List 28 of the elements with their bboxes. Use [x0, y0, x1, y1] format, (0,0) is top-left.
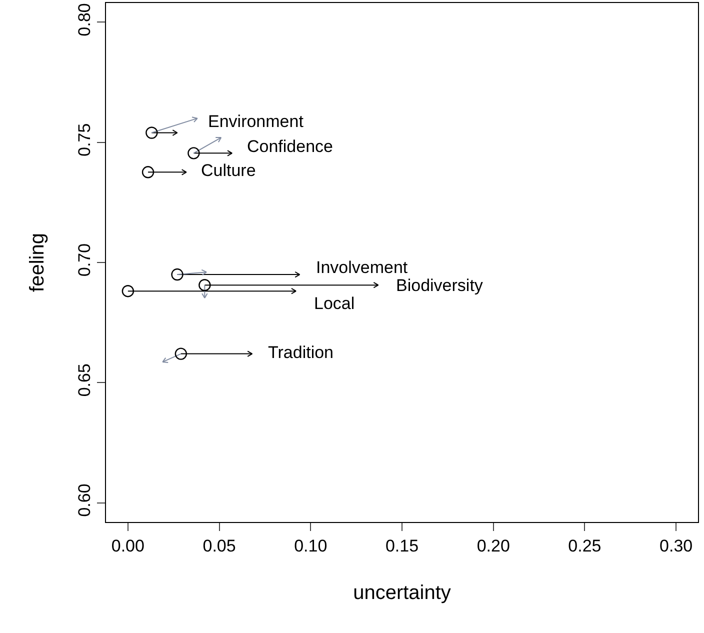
- annotation: Involvement: [316, 258, 408, 277]
- x-tick-label: 0.10: [294, 536, 328, 556]
- point: [122, 284, 134, 298]
- point: [146, 126, 158, 139]
- y-axis-title: feeling: [26, 233, 49, 292]
- y-tick-label: 0.60: [75, 484, 94, 517]
- annotation: Confidence: [247, 137, 334, 156]
- annotation: Biodiversity: [396, 276, 484, 295]
- y-tick-label: 0.80: [75, 3, 94, 36]
- x-tick-label: 0.30: [660, 536, 693, 556]
- annotation: Culture: [201, 161, 256, 180]
- point: [142, 166, 154, 178]
- point: [174, 348, 188, 360]
- y-tick-label: 0.75: [75, 123, 94, 156]
- point: [188, 147, 200, 160]
- annotation: Local: [314, 294, 355, 313]
- x-axis-title: uncertainty: [353, 582, 451, 604]
- x-tick-label: 0.25: [568, 536, 602, 556]
- y-tick-label: 0.65: [75, 364, 94, 397]
- point: [198, 278, 211, 292]
- x-tick-label: 0.20: [476, 536, 510, 556]
- x-tick-label: 0.15: [385, 536, 419, 556]
- x-tick-label: 0.00: [111, 536, 144, 556]
- annotation: Environment: [208, 112, 304, 131]
- y-tick-label: 0.70: [75, 243, 94, 276]
- x-tick-label: 0.05: [202, 536, 236, 556]
- point: [171, 268, 184, 281]
- annotation: Tradition: [268, 343, 334, 362]
